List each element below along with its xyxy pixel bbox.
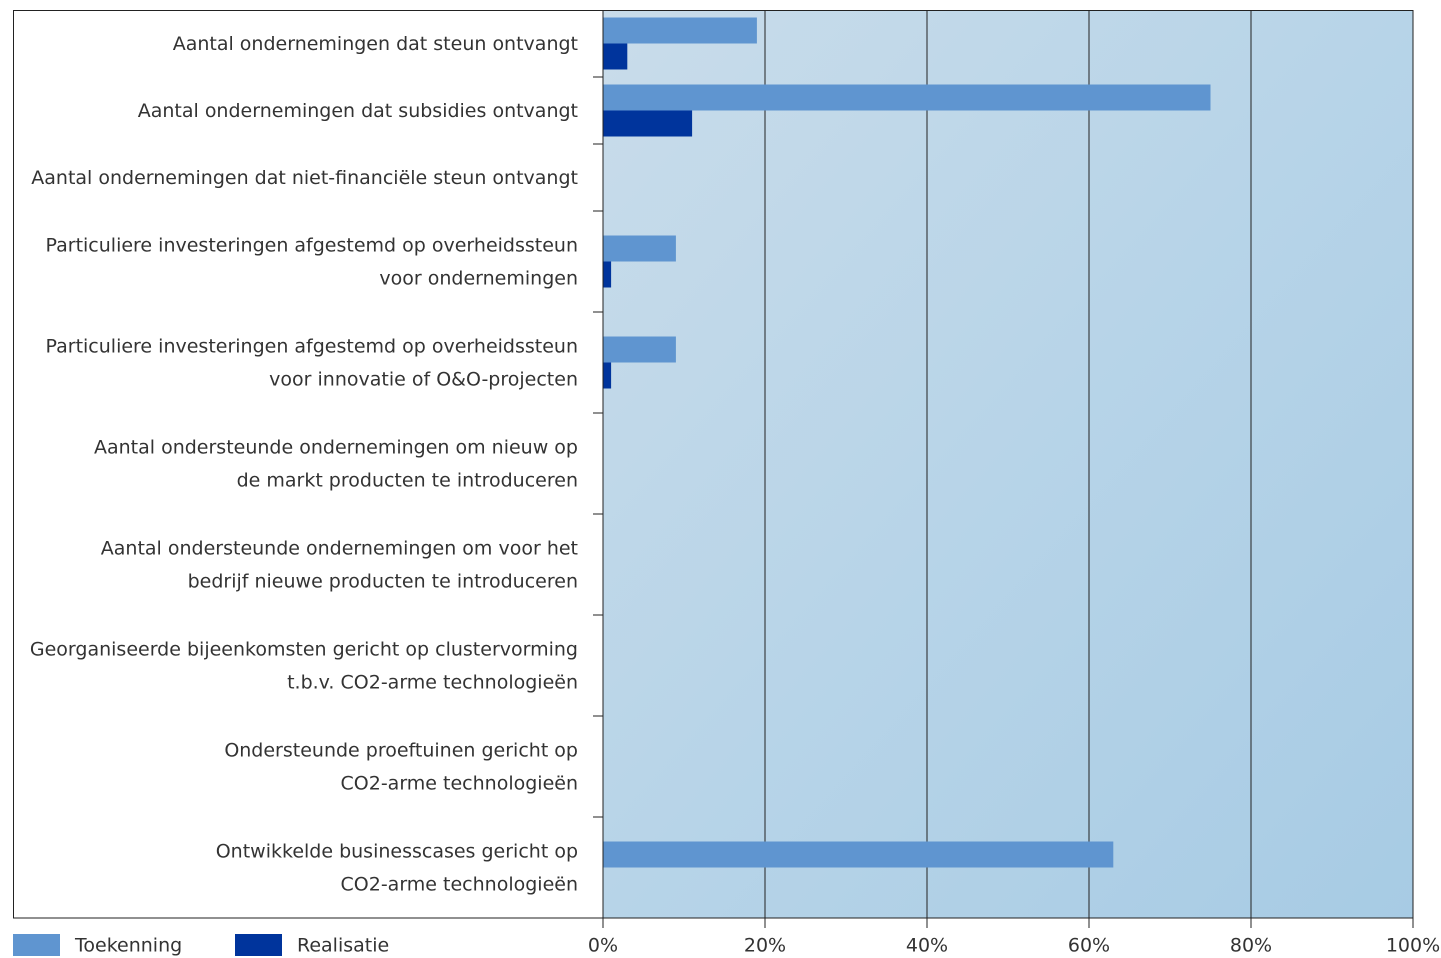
y-tick-label: Aantal ondernemingen dat niet-financiële…: [31, 167, 578, 189]
x-tick-label: 20%: [744, 935, 786, 957]
bar: [603, 111, 692, 137]
y-tick-label: Ontwikkelde businesscases gericht op: [216, 841, 578, 863]
x-tick-label: 100%: [1386, 935, 1440, 957]
bar: [603, 85, 1211, 111]
bar: [603, 44, 627, 70]
x-tick-label: 80%: [1230, 935, 1272, 957]
bar: [603, 337, 676, 363]
bar: [603, 18, 757, 44]
y-tick-label: Particuliere investeringen afgestemd op …: [46, 336, 578, 358]
bar: [603, 842, 1113, 868]
x-tick-label: 60%: [1068, 935, 1110, 957]
y-tick-label: Georganiseerde bijeenkomsten gericht op …: [30, 639, 578, 661]
x-tick-label: 0%: [588, 935, 618, 957]
y-tick-label: CO2-arme technologieën: [341, 874, 578, 896]
y-tick-label: Particuliere investeringen afgestemd op …: [46, 235, 578, 257]
x-tick-label: 40%: [906, 935, 948, 957]
chart: 0% 20% 40% 60% 80% 100% Aantal ondernemingen d…: [0, 0, 1441, 958]
legend-label: Realisatie: [297, 935, 389, 957]
y-tick-label: voor ondernemingen: [379, 268, 578, 290]
y-tick-label: Aantal ondersteunde ondernemingen om nie…: [94, 437, 578, 459]
y-tick-label: t.b.v. CO2-arme technologieën: [287, 672, 578, 694]
bar: [603, 363, 611, 389]
y-tick-label: voor innovatie of O&O-projecten: [269, 369, 578, 391]
y-tick-label: CO2-arme technologieën: [341, 773, 578, 795]
y-tick-label: Aantal ondernemingen dat subsidies ontva…: [138, 100, 578, 122]
legend-label: Toekenning: [74, 935, 182, 957]
bar: [603, 262, 611, 288]
y-tick-label: Ondersteunde proeftuinen gericht op: [224, 740, 578, 762]
y-tick-label: bedrijf nieuwe producten te introduceren: [188, 571, 578, 593]
legend-swatch: [235, 934, 282, 956]
y-tick-label: Aantal ondersteunde ondernemingen om voo…: [101, 538, 578, 560]
legend-swatch: [13, 934, 60, 956]
bar: [603, 236, 676, 262]
plot-background: [603, 10, 1413, 918]
y-tick-label: Aantal ondernemingen dat steun ontvangt: [173, 33, 578, 55]
y-tick-label: de markt producten te introduceren: [237, 470, 578, 492]
